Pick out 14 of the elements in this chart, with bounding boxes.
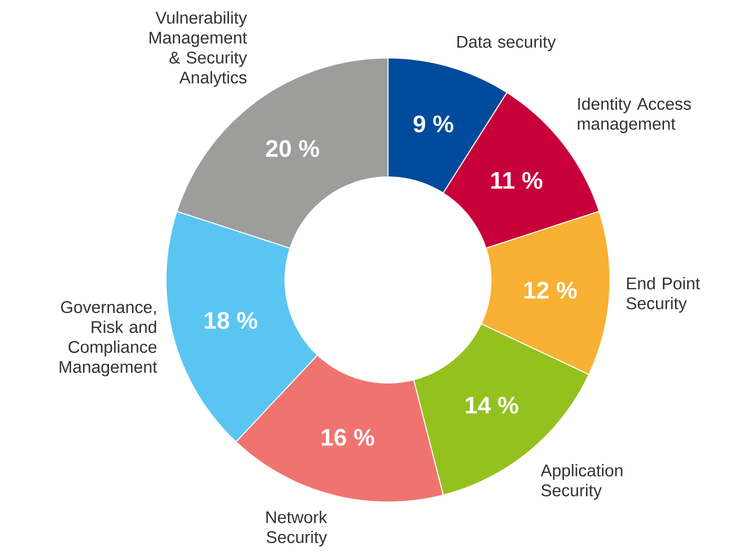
data-label: 18 %: [204, 312, 258, 329]
data-label: 20 %: [266, 140, 320, 157]
slice-label: Application Security: [540, 464, 622, 500]
data-label: 14 %: [466, 396, 518, 414]
slice-label: End Point Security: [626, 276, 700, 313]
data-label: 16 %: [322, 428, 374, 446]
slice-label: Identity Access management: [578, 97, 691, 134]
slice-label: Data security: [457, 35, 556, 52]
slice-label: Governance, Risk and Compliance Management: [60, 301, 158, 376]
slice-label: Vulnerability Management & Security Analytics: [150, 11, 248, 87]
data-label: 12 %: [524, 282, 577, 299]
data-label: 11 %: [491, 172, 542, 189]
data-label: 9 %: [414, 115, 454, 132]
slice-label: Network Security: [266, 510, 328, 547]
